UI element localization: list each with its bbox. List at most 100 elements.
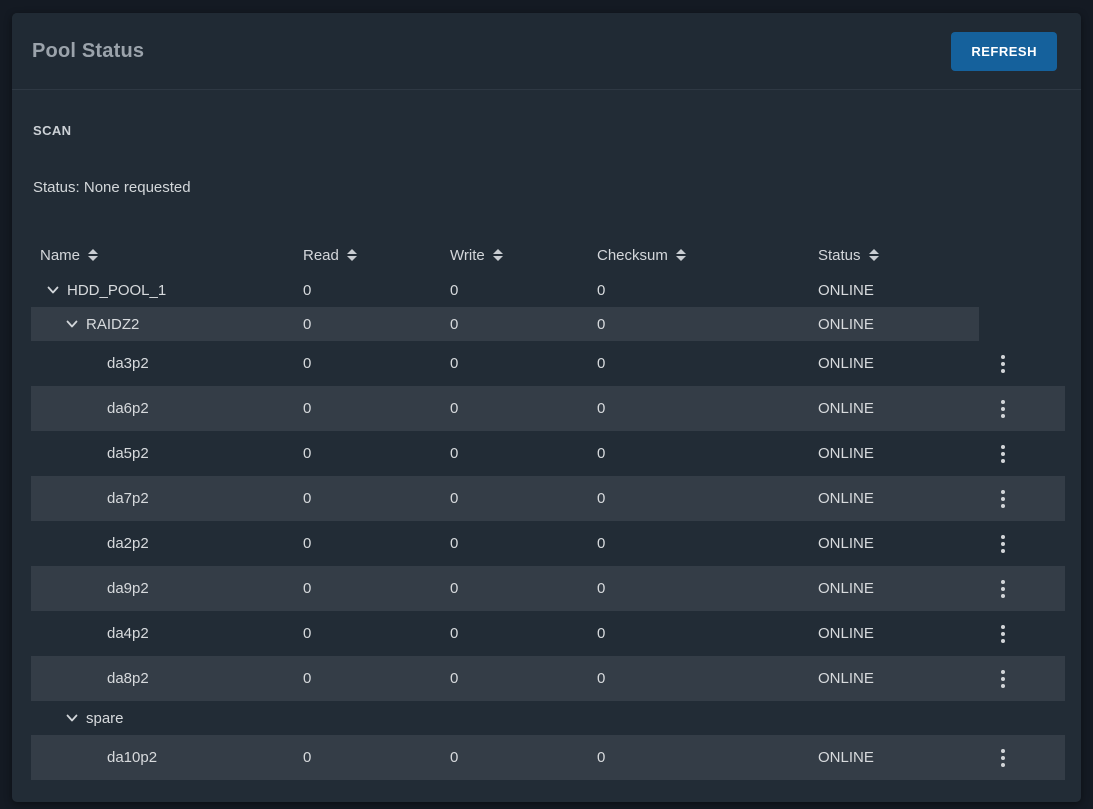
checksum-value: 0	[597, 281, 606, 299]
kebab-menu-button[interactable]	[992, 621, 1014, 647]
kebab-menu-button[interactable]	[992, 396, 1014, 422]
table-row-da10p2: da10p2 0 0 0 ONLINE	[31, 735, 1065, 780]
read-value: 0	[303, 535, 312, 552]
row-menu-cell	[979, 576, 1065, 602]
status-value: ONLINE	[818, 749, 874, 766]
table-row-da4p2: da4p2 0 0 0 ONLINE	[31, 611, 1065, 656]
column-label-status: Status	[818, 246, 861, 264]
table-row-spare: spare	[31, 701, 979, 735]
column-header-status[interactable]: Status	[818, 247, 979, 264]
row-menu-cell	[979, 351, 1065, 377]
chevron-down-icon[interactable]	[64, 710, 80, 726]
status-value: ONLINE	[818, 315, 874, 333]
pool-tree-table: Name Read Write Checksum Status	[31, 237, 1065, 780]
row-name-cell: RAIDZ2	[31, 316, 303, 333]
read-value: 0	[303, 400, 312, 417]
checksum-value: 0	[597, 670, 606, 687]
status-value: ONLINE	[818, 445, 874, 462]
chevron-down-icon[interactable]	[64, 316, 80, 332]
table-row-da9p2: da9p2 0 0 0 ONLINE	[31, 566, 1065, 611]
column-label-read: Read	[303, 246, 339, 264]
scan-status-text: Status: None requested	[33, 179, 191, 196]
row-menu-cell	[979, 745, 1065, 771]
refresh-button[interactable]: REFRESH	[951, 31, 1057, 71]
row-name-cell: da8p2	[31, 670, 303, 687]
read-value: 0	[303, 355, 312, 372]
kebab-menu-button[interactable]	[992, 666, 1014, 692]
table-row-hdd_pool_1: HDD_POOL_1 0 0 0 ONLINE	[31, 273, 979, 307]
row-name-cell: da5p2	[31, 445, 303, 462]
row-name: da4p2	[107, 625, 149, 642]
write-value: 0	[450, 625, 459, 642]
table-row-da6p2: da6p2 0 0 0 ONLINE	[31, 386, 1065, 431]
row-menu-cell	[979, 666, 1065, 692]
sort-icon	[346, 249, 357, 261]
kebab-menu-button[interactable]	[992, 745, 1014, 771]
row-name: da3p2	[107, 355, 149, 372]
row-name: da6p2	[107, 400, 149, 417]
sort-icon	[492, 249, 503, 261]
write-value: 0	[450, 445, 459, 462]
checksum-value: 0	[597, 315, 606, 333]
row-menu-cell	[979, 441, 1065, 467]
checksum-value: 0	[597, 580, 606, 597]
column-header-checksum[interactable]: Checksum	[597, 247, 818, 264]
pool-status-card: Pool Status REFRESH SCAN Status: None re…	[12, 13, 1081, 802]
card-header: Pool Status REFRESH	[12, 13, 1081, 90]
sort-icon	[88, 249, 99, 261]
checksum-value: 0	[597, 749, 606, 766]
checksum-value: 0	[597, 535, 606, 552]
row-name-cell: da6p2	[31, 400, 303, 417]
row-name: da7p2	[107, 490, 149, 507]
kebab-menu-button[interactable]	[992, 351, 1014, 377]
write-value: 0	[450, 490, 459, 507]
table-header-row: Name Read Write Checksum Status	[31, 237, 979, 273]
read-value: 0	[303, 281, 312, 299]
row-name: da9p2	[107, 580, 149, 597]
read-value: 0	[303, 749, 312, 766]
write-value: 0	[450, 670, 459, 687]
row-name-cell: da7p2	[31, 490, 303, 507]
table-row-da7p2: da7p2 0 0 0 ONLINE	[31, 476, 1065, 521]
status-value: ONLINE	[818, 355, 874, 372]
kebab-menu-button[interactable]	[992, 576, 1014, 602]
kebab-menu-button[interactable]	[992, 486, 1014, 512]
row-name-cell: da10p2	[31, 749, 303, 766]
scan-heading: SCAN	[33, 123, 72, 138]
table-row-da8p2: da8p2 0 0 0 ONLINE	[31, 656, 1065, 701]
column-header-write[interactable]: Write	[450, 247, 597, 264]
sort-icon	[868, 249, 879, 261]
table-row-da5p2: da5p2 0 0 0 ONLINE	[31, 431, 1065, 476]
row-name-cell: da9p2	[31, 580, 303, 597]
row-name: RAIDZ2	[86, 315, 140, 333]
table-row-raidz2: RAIDZ2 0 0 0 ONLINE	[31, 307, 979, 341]
kebab-menu-button[interactable]	[992, 441, 1014, 467]
checksum-value: 0	[597, 490, 606, 507]
read-value: 0	[303, 490, 312, 507]
row-name: da5p2	[107, 445, 149, 462]
status-value: ONLINE	[818, 400, 874, 417]
checksum-value: 0	[597, 355, 606, 372]
row-menu-cell	[979, 531, 1065, 557]
status-value: ONLINE	[818, 281, 874, 299]
write-value: 0	[450, 315, 459, 333]
checksum-value: 0	[597, 445, 606, 462]
read-value: 0	[303, 445, 312, 462]
row-name-cell: spare	[31, 710, 303, 727]
checksum-value: 0	[597, 625, 606, 642]
column-header-read[interactable]: Read	[303, 247, 450, 264]
kebab-menu-button[interactable]	[992, 531, 1014, 557]
row-name: da8p2	[107, 670, 149, 687]
column-label-checksum: Checksum	[597, 246, 668, 264]
column-header-name[interactable]: Name	[31, 247, 303, 264]
write-value: 0	[450, 749, 459, 766]
row-name: spare	[86, 709, 124, 727]
status-value: ONLINE	[818, 625, 874, 642]
write-value: 0	[450, 355, 459, 372]
card-body: SCAN Status: None requested Name Read Wr…	[12, 90, 1081, 780]
column-label-write: Write	[450, 246, 485, 264]
table-row-da2p2: da2p2 0 0 0 ONLINE	[31, 521, 1065, 566]
sort-icon	[675, 249, 686, 261]
chevron-down-icon[interactable]	[45, 282, 61, 298]
read-value: 0	[303, 670, 312, 687]
